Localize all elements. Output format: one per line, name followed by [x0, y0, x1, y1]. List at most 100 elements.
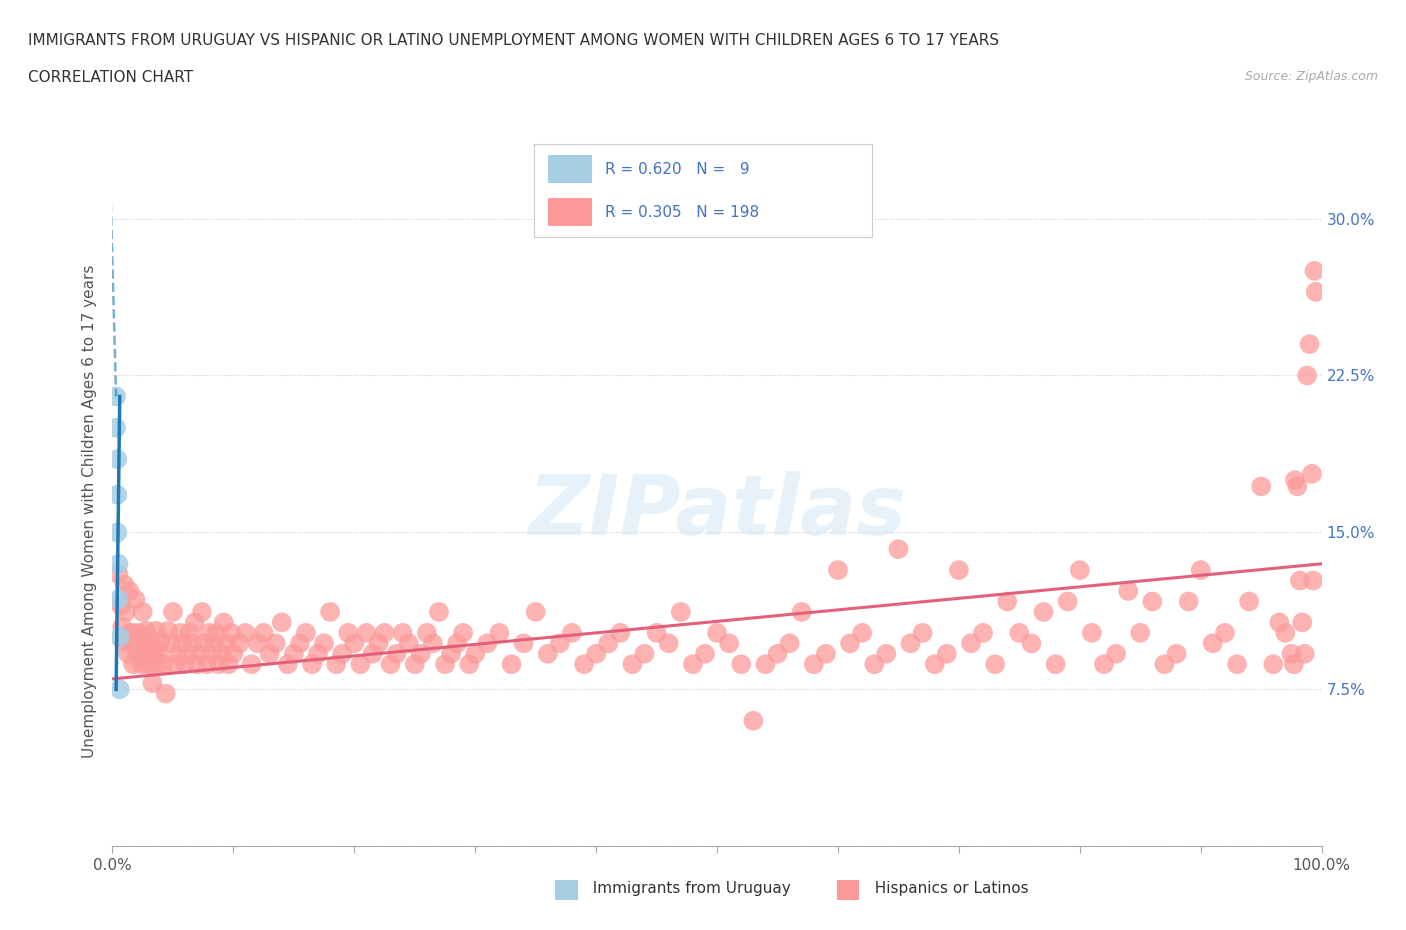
Point: [561, 626, 583, 641]
Point: [132, 604, 155, 619]
Point: [105, 487, 128, 502]
Point: [1274, 626, 1296, 641]
Point: [107, 592, 129, 607]
Point: [1189, 563, 1212, 578]
Point: [138, 646, 160, 661]
Point: [754, 657, 776, 671]
Point: [1069, 563, 1091, 578]
Point: [730, 657, 752, 671]
Point: [162, 604, 184, 619]
Point: [1081, 626, 1104, 641]
Point: [911, 626, 934, 641]
Point: [446, 636, 468, 651]
Point: [107, 567, 129, 582]
Point: [682, 657, 704, 671]
Point: [215, 636, 238, 651]
Point: [572, 657, 595, 671]
Point: [129, 634, 152, 649]
Point: [110, 598, 132, 613]
Point: [128, 626, 150, 641]
Point: [283, 646, 305, 661]
Point: [343, 636, 366, 651]
Point: [1032, 604, 1054, 619]
Point: [361, 646, 384, 661]
Point: [1166, 646, 1188, 661]
Point: [325, 657, 347, 671]
Point: [464, 646, 486, 661]
Point: [205, 626, 228, 641]
Point: [1286, 479, 1309, 494]
Point: [1279, 646, 1302, 661]
Point: [409, 646, 432, 661]
Point: [183, 615, 205, 630]
Point: [288, 636, 311, 651]
Point: [132, 646, 155, 661]
Point: [385, 646, 408, 661]
Point: [887, 542, 910, 557]
Point: [404, 657, 426, 671]
Point: [118, 584, 141, 599]
Point: [166, 646, 188, 661]
Point: [188, 646, 211, 661]
Point: [1268, 615, 1291, 630]
Point: [488, 626, 510, 641]
Point: [851, 626, 873, 641]
Point: [270, 615, 292, 630]
Point: [1129, 626, 1152, 641]
Point: [105, 389, 128, 404]
Point: [548, 636, 571, 651]
Point: [228, 636, 250, 651]
Point: [537, 646, 560, 661]
Point: [1056, 594, 1078, 609]
Point: [827, 563, 849, 578]
Point: [391, 626, 413, 641]
Point: [301, 657, 323, 671]
Text: Hispanics or Latinos: Hispanics or Latinos: [865, 881, 1028, 896]
Point: [984, 657, 1007, 671]
Point: [948, 563, 970, 578]
Point: [1303, 263, 1326, 278]
Point: [136, 657, 159, 671]
Text: CORRELATION CHART: CORRELATION CHART: [28, 70, 193, 85]
Point: [960, 636, 983, 651]
Point: [131, 657, 153, 671]
Point: [1250, 479, 1272, 494]
Text: Source: ZipAtlas.com: Source: ZipAtlas.com: [1244, 70, 1378, 83]
Point: [124, 592, 146, 607]
Point: [149, 634, 172, 649]
Point: [108, 630, 131, 644]
Point: [143, 646, 166, 661]
Point: [1153, 657, 1175, 671]
Point: [141, 676, 163, 691]
Point: [609, 626, 631, 641]
Point: [1177, 594, 1199, 609]
Point: [598, 636, 620, 651]
Bar: [548, 198, 592, 226]
Point: [240, 657, 263, 671]
Point: [134, 634, 156, 649]
Point: [779, 636, 801, 651]
Point: [157, 623, 180, 638]
Point: [253, 626, 276, 641]
Point: [935, 646, 957, 661]
Point: [114, 578, 136, 592]
Point: [669, 604, 692, 619]
Text: IMMIGRANTS FROM URUGUAY VS HISPANIC OR LATINO UNEMPLOYMENT AMONG WOMEN WITH CHIL: IMMIGRANTS FROM URUGUAY VS HISPANIC OR L…: [28, 33, 1000, 47]
Point: [135, 623, 157, 638]
Point: [169, 626, 191, 641]
Point: [105, 420, 128, 435]
Point: [1263, 657, 1285, 671]
Point: [718, 636, 741, 651]
Point: [512, 636, 534, 651]
Point: [122, 657, 145, 671]
Point: [120, 626, 142, 641]
Point: [1226, 657, 1249, 671]
Point: [117, 646, 139, 661]
Point: [148, 646, 170, 661]
Point: [501, 657, 523, 671]
Point: [107, 556, 129, 571]
Text: Immigrants from Uruguay: Immigrants from Uruguay: [583, 881, 792, 896]
Point: [1298, 337, 1320, 352]
Point: [330, 646, 353, 661]
Point: [1291, 615, 1313, 630]
